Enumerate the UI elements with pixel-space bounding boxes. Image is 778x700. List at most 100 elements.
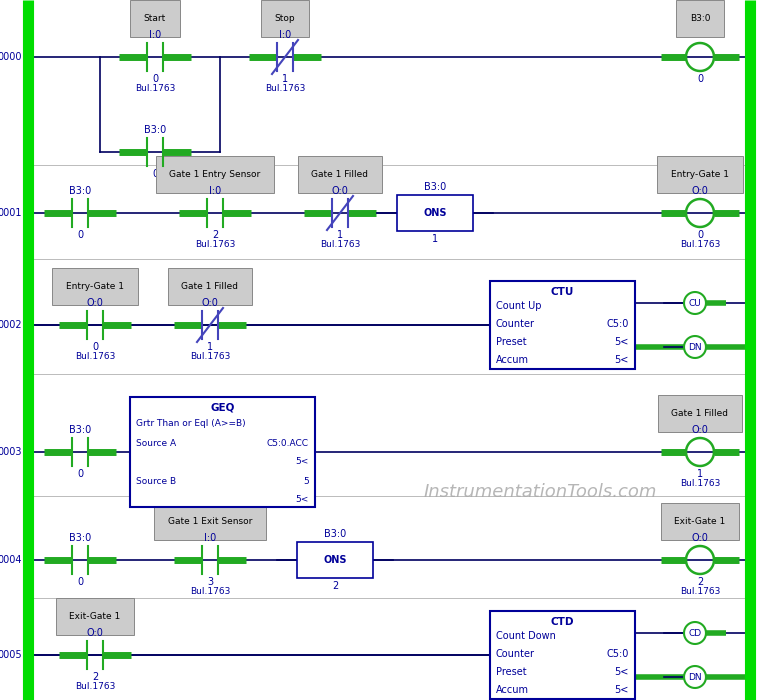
Bar xyxy=(490,281,635,369)
Text: Entry-Gate 1: Entry-Gate 1 xyxy=(671,170,729,179)
Text: Bul.1763: Bul.1763 xyxy=(135,84,175,93)
Text: O:0: O:0 xyxy=(86,298,103,308)
Text: 0: 0 xyxy=(697,74,703,84)
Text: 0001: 0001 xyxy=(0,208,22,218)
Text: Exit-Gate 1: Exit-Gate 1 xyxy=(675,517,726,526)
Text: GEQ: GEQ xyxy=(210,403,235,413)
Text: Counter: Counter xyxy=(496,319,535,329)
Text: Entry-Gate 1: Entry-Gate 1 xyxy=(66,282,124,291)
Text: 2: 2 xyxy=(212,230,218,240)
Text: B3:0: B3:0 xyxy=(690,14,710,23)
Text: B3:0: B3:0 xyxy=(69,533,91,543)
Text: 2: 2 xyxy=(92,672,98,682)
Text: Start: Start xyxy=(144,14,166,23)
Text: Count Down: Count Down xyxy=(496,631,555,641)
Text: Bul.1763: Bul.1763 xyxy=(680,240,720,249)
Text: Source B: Source B xyxy=(136,477,176,486)
Text: 1: 1 xyxy=(337,230,343,240)
Text: 0: 0 xyxy=(152,74,158,84)
Text: 1: 1 xyxy=(432,234,438,244)
Text: 0: 0 xyxy=(77,230,83,240)
Text: Bul.1763: Bul.1763 xyxy=(320,240,360,249)
Text: 2: 2 xyxy=(332,581,338,591)
Text: O:0: O:0 xyxy=(692,186,709,196)
Text: C5:0.ACC: C5:0.ACC xyxy=(267,439,309,448)
Text: 0003: 0003 xyxy=(0,447,22,457)
Text: ONS: ONS xyxy=(323,555,347,565)
Text: I:0: I:0 xyxy=(209,186,221,196)
Text: Bul.1763: Bul.1763 xyxy=(680,587,720,596)
Text: B3:0: B3:0 xyxy=(69,425,91,435)
Text: 1: 1 xyxy=(207,342,213,352)
Text: Preset: Preset xyxy=(496,667,527,677)
Text: Bul.1763: Bul.1763 xyxy=(680,479,720,488)
Text: 0000: 0000 xyxy=(0,52,22,62)
Text: 5<: 5< xyxy=(615,667,629,677)
Text: B3:0: B3:0 xyxy=(324,529,346,539)
Text: B3:0: B3:0 xyxy=(144,125,166,135)
Text: O:0: O:0 xyxy=(692,425,709,435)
Text: I:0: I:0 xyxy=(279,30,291,40)
Text: 1: 1 xyxy=(697,469,703,479)
Text: 0: 0 xyxy=(77,577,83,587)
Text: Grtr Than or Eql (A>=B): Grtr Than or Eql (A>=B) xyxy=(136,419,246,428)
Text: Bul.1763: Bul.1763 xyxy=(194,240,235,249)
Text: 5<: 5< xyxy=(296,495,309,504)
Text: Stop: Stop xyxy=(275,14,296,23)
Text: CTU: CTU xyxy=(551,287,574,297)
Text: I:0: I:0 xyxy=(149,30,161,40)
Text: Counter: Counter xyxy=(496,649,535,659)
Text: C5:0: C5:0 xyxy=(607,319,629,329)
Text: DN: DN xyxy=(689,673,702,682)
Text: 0: 0 xyxy=(697,230,703,240)
Text: ONS: ONS xyxy=(423,208,447,218)
Text: CTD: CTD xyxy=(551,617,574,627)
Text: 0: 0 xyxy=(77,469,83,479)
Text: 0004: 0004 xyxy=(0,555,22,565)
Text: Exit-Gate 1: Exit-Gate 1 xyxy=(69,612,121,621)
Text: 5: 5 xyxy=(303,477,309,486)
Text: C5:0: C5:0 xyxy=(607,649,629,659)
Text: Gate 1 Filled: Gate 1 Filled xyxy=(671,409,728,418)
Text: Gate 1 Filled: Gate 1 Filled xyxy=(181,282,239,291)
Text: Bul.1763: Bul.1763 xyxy=(75,352,115,361)
Text: 5<: 5< xyxy=(615,355,629,365)
Text: InstrumentationTools.com: InstrumentationTools.com xyxy=(423,483,657,501)
Text: 2: 2 xyxy=(697,577,703,587)
Text: O:0: O:0 xyxy=(692,533,709,543)
Text: Bul.1763: Bul.1763 xyxy=(265,84,305,93)
Bar xyxy=(397,195,473,231)
Bar xyxy=(130,397,315,507)
Text: I:0: I:0 xyxy=(204,533,216,543)
Text: 0: 0 xyxy=(152,169,158,179)
Text: 3: 3 xyxy=(207,577,213,587)
Bar xyxy=(297,542,373,578)
Text: O:0: O:0 xyxy=(331,186,349,196)
Text: B3:0: B3:0 xyxy=(424,182,446,192)
Text: 5<: 5< xyxy=(296,457,309,466)
Text: 5<: 5< xyxy=(615,685,629,695)
Text: Preset: Preset xyxy=(496,337,527,347)
Text: Accum: Accum xyxy=(496,355,529,365)
Text: 0: 0 xyxy=(92,342,98,352)
Text: Bul.1763: Bul.1763 xyxy=(190,587,230,596)
Text: Bul.1763: Bul.1763 xyxy=(190,352,230,361)
Text: Gate 1 Entry Sensor: Gate 1 Entry Sensor xyxy=(170,170,261,179)
Text: Gate 1 Exit Sensor: Gate 1 Exit Sensor xyxy=(168,517,252,526)
Text: B3:0: B3:0 xyxy=(69,186,91,196)
Text: DN: DN xyxy=(689,342,702,351)
Bar xyxy=(490,611,635,699)
Text: 0002: 0002 xyxy=(0,320,22,330)
Text: O:0: O:0 xyxy=(86,628,103,638)
Text: Source A: Source A xyxy=(136,439,176,448)
Text: Gate 1 Filled: Gate 1 Filled xyxy=(311,170,369,179)
Text: Bul.1763: Bul.1763 xyxy=(75,682,115,691)
Text: CU: CU xyxy=(689,298,702,307)
Text: Count Up: Count Up xyxy=(496,301,541,311)
Text: O:0: O:0 xyxy=(202,298,219,308)
Text: Accum: Accum xyxy=(496,685,529,695)
Text: 0005: 0005 xyxy=(0,650,22,660)
Text: 1: 1 xyxy=(282,74,288,84)
Text: 5<: 5< xyxy=(615,337,629,347)
Text: CD: CD xyxy=(689,629,702,638)
